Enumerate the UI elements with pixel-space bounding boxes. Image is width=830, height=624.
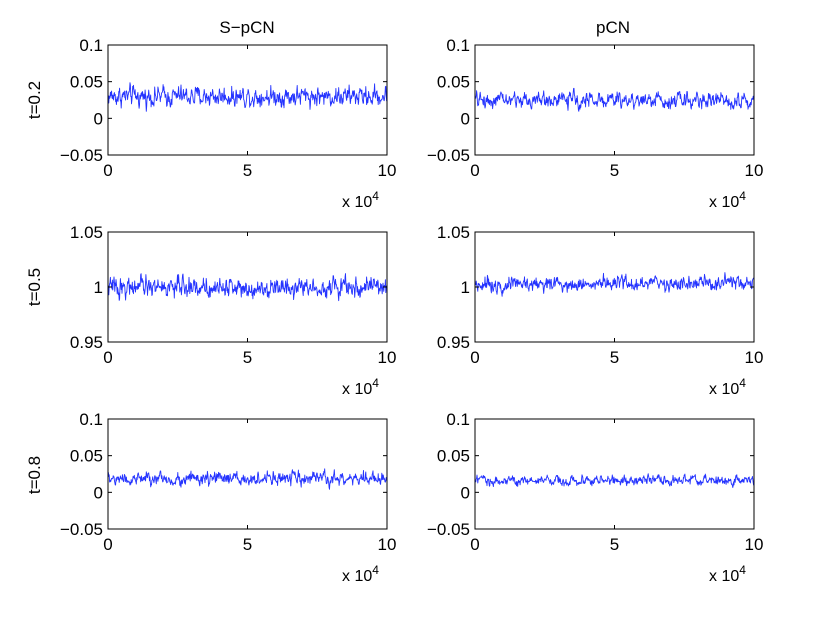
y-tick-label: 0 bbox=[461, 109, 470, 128]
x-axis-multiplier: x 104 bbox=[342, 376, 379, 398]
x-tick-label: 0 bbox=[103, 348, 112, 367]
y-tick-label: 0.05 bbox=[70, 447, 103, 466]
y-tick-label: 0.95 bbox=[70, 333, 103, 352]
x-multiplier-exponent: 4 bbox=[372, 376, 379, 390]
x-multiplier-exponent: 4 bbox=[739, 376, 746, 390]
y-tick-label: 0.1 bbox=[446, 410, 470, 429]
subplot-r1-c0: 0.95 1 1.05 0 5 10 x 104 bbox=[70, 223, 397, 398]
subplot-r1-c1: 0.95 1 1.05 0 5 10 x 104 bbox=[437, 223, 764, 398]
y-tick-label: −0.05 bbox=[427, 520, 470, 539]
series-trace bbox=[107, 273, 388, 302]
x-tick-label: 0 bbox=[103, 535, 112, 554]
y-tick-label: 1 bbox=[94, 278, 103, 297]
x-tick-label: 0 bbox=[103, 161, 112, 180]
x-axis-multiplier: x 104 bbox=[342, 189, 379, 211]
y-tick-label: 0.05 bbox=[70, 73, 103, 92]
column-title-s-pcn: S−pCN bbox=[219, 18, 274, 37]
x-tick-label: 10 bbox=[745, 535, 764, 554]
x-tick-label: 0 bbox=[470, 535, 479, 554]
y-tick-label: 0 bbox=[461, 483, 470, 502]
series-trace bbox=[474, 87, 755, 112]
x-tick-label: 10 bbox=[378, 535, 397, 554]
x-tick-label: 5 bbox=[243, 348, 252, 367]
x-tick-label: 10 bbox=[745, 348, 764, 367]
y-tick-label: −0.05 bbox=[60, 146, 103, 165]
series-trace bbox=[107, 82, 388, 112]
y-tick-label: 0 bbox=[94, 483, 103, 502]
x-tick-label: 5 bbox=[610, 535, 619, 554]
y-tick-label: 0.05 bbox=[437, 447, 470, 466]
y-tick-label: 0.1 bbox=[446, 36, 470, 55]
x-tick-label: 5 bbox=[610, 348, 619, 367]
x-multiplier-exponent: 4 bbox=[739, 189, 746, 203]
y-tick-label: 0.05 bbox=[437, 73, 470, 92]
x-multiplier-exponent: 4 bbox=[372, 563, 379, 577]
x-tick-label: 5 bbox=[610, 161, 619, 180]
x-axis-multiplier: x 104 bbox=[709, 563, 746, 585]
x-tick-label: 10 bbox=[378, 348, 397, 367]
x-tick-label: 10 bbox=[745, 161, 764, 180]
row-label-t08: t=0.8 bbox=[25, 456, 44, 494]
x-tick-label: 5 bbox=[243, 535, 252, 554]
x-tick-label: 5 bbox=[243, 161, 252, 180]
y-tick-label: −0.05 bbox=[427, 146, 470, 165]
x-tick-label: 10 bbox=[378, 161, 397, 180]
axes-frame bbox=[107, 418, 388, 530]
y-tick-label: 1.05 bbox=[70, 223, 103, 242]
row-label-t05: t=0.5 bbox=[25, 268, 44, 306]
series-trace bbox=[474, 473, 755, 488]
x-axis-multiplier: x 104 bbox=[709, 189, 746, 211]
x-axis-multiplier: x 104 bbox=[709, 376, 746, 398]
y-tick-label: −0.05 bbox=[60, 520, 103, 539]
x-multiplier-exponent: 4 bbox=[372, 189, 379, 203]
y-tick-label: 0.1 bbox=[79, 36, 103, 55]
axes-frame bbox=[474, 418, 755, 530]
x-tick-label: 0 bbox=[470, 161, 479, 180]
x-axis-multiplier: x 104 bbox=[342, 563, 379, 585]
series-trace bbox=[474, 272, 755, 297]
y-tick-label: 0.95 bbox=[437, 333, 470, 352]
x-multiplier-exponent: 4 bbox=[739, 563, 746, 577]
series-trace bbox=[107, 468, 388, 490]
y-tick-label: 1 bbox=[461, 278, 470, 297]
y-tick-label: 0.1 bbox=[79, 410, 103, 429]
x-tick-label: 0 bbox=[470, 348, 479, 367]
column-title-pcn: pCN bbox=[596, 18, 630, 37]
y-tick-label: 0 bbox=[94, 109, 103, 128]
y-tick-label: 1.05 bbox=[437, 223, 470, 242]
row-label-t02: t=0.2 bbox=[25, 81, 44, 119]
